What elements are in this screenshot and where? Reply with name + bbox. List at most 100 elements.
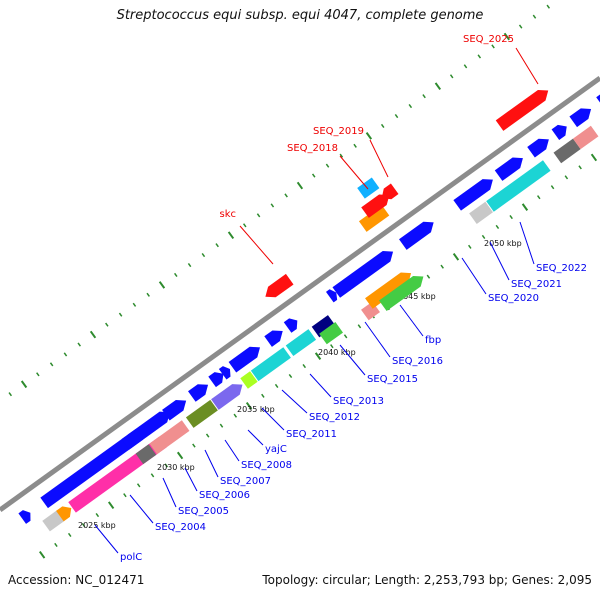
tick-mark: [187, 262, 192, 268]
tick-mark: [481, 234, 486, 239]
gene-label: fbp: [425, 335, 441, 346]
forward-gene-arrow: [469, 201, 493, 224]
forward-gene-arrow: [56, 506, 72, 522]
tick-mark: [521, 203, 529, 211]
gene-label: SEQ_2015: [367, 374, 418, 385]
tick-mark: [550, 185, 555, 190]
tick-mark: [536, 195, 541, 200]
tick-mark: [394, 113, 399, 119]
gene-label: SEQ_2005: [178, 506, 229, 517]
tick-mark: [564, 175, 569, 180]
tick-mark: [219, 423, 224, 428]
forward-gene-arrow: [332, 250, 394, 298]
genome-backbone: [0, 75, 600, 513]
leader-line: [247, 429, 264, 446]
forward-gene-arrow: [285, 329, 317, 357]
tick-mark: [325, 163, 330, 168]
leader-line: [364, 321, 391, 358]
gene-label: SEQ_2008: [241, 460, 292, 471]
tick-mark: [426, 274, 431, 279]
tick-mark: [256, 213, 261, 218]
tick-mark: [302, 364, 307, 369]
tick-mark: [89, 330, 97, 339]
forward-gene-arrow: [218, 366, 231, 380]
tick-mark: [81, 522, 86, 528]
tick-mark: [449, 74, 454, 79]
tick-mark: [296, 181, 304, 190]
tick-mark: [463, 64, 468, 69]
forward-gene-arrow: [325, 289, 338, 303]
tick-mark: [77, 342, 81, 347]
forward-gene-arrow: [264, 330, 283, 347]
forward-gene-arrow: [379, 275, 424, 312]
gene-label: skc: [220, 209, 237, 220]
gene-label: yajC: [265, 444, 287, 455]
forward-gene-arrow: [553, 138, 581, 164]
tick-mark: [339, 153, 344, 158]
forward-gene-arrow: [149, 420, 190, 455]
tick-mark: [491, 44, 495, 49]
gene-label: SEQ_2019: [313, 126, 364, 137]
forward-gene-arrow: [250, 347, 291, 382]
tick-mark: [330, 344, 334, 349]
forward-gene-arrow: [121, 411, 170, 450]
leader-line: [399, 304, 424, 337]
gene-features: [18, 89, 600, 532]
forward-gene-arrow: [240, 371, 258, 389]
tick-mark: [343, 334, 348, 339]
tick-mark: [288, 373, 293, 379]
gene-label: SEQ_2004: [155, 522, 206, 533]
forward-gene-arrow: [319, 322, 344, 345]
leader-line: [339, 155, 369, 190]
reverse-gene-arrow: [358, 204, 390, 232]
gene-label: SEQ_2013: [333, 396, 384, 407]
forward-gene-arrow: [596, 94, 600, 103]
tick-mark: [54, 542, 58, 547]
tick-mark: [357, 324, 362, 329]
genome-summary-text: Topology: circular; Length: 2,253,793 bp…: [262, 573, 592, 587]
tick-mark: [261, 393, 265, 398]
tick-mark: [532, 14, 537, 19]
tick-mark: [518, 24, 523, 29]
gene-label: SEQ_2007: [220, 476, 271, 487]
tick-label: 2050 kbp: [484, 239, 522, 248]
tick-label: 2040 kbp: [318, 348, 356, 357]
tick-mark: [311, 173, 316, 178]
tick-mark: [49, 362, 54, 367]
tick-mark: [408, 104, 413, 109]
leader-line: [515, 47, 539, 85]
tick-mark: [314, 352, 322, 360]
forward-gene-arrow: [569, 108, 592, 128]
reverse-gene-arrow: [381, 183, 399, 200]
tick-mark: [353, 143, 357, 148]
forward-gene-arrow: [486, 160, 551, 212]
tick-mark: [118, 312, 123, 317]
forward-gene-arrow: [42, 510, 65, 532]
tick-mark: [105, 322, 109, 327]
tick-mark: [36, 372, 40, 377]
leader-line: [94, 524, 119, 554]
leader-line: [339, 344, 366, 376]
gene-label: SEQ_2016: [392, 356, 443, 367]
tick-mark: [205, 433, 210, 438]
tick-mark: [95, 513, 100, 518]
tick-label: 2025 kbp: [78, 521, 116, 530]
tick-mark: [452, 252, 460, 261]
tick-mark: [590, 153, 598, 162]
forward-gene-arrow: [453, 179, 493, 211]
tick-mark: [468, 244, 472, 249]
tick-mark: [380, 123, 385, 129]
tick-mark: [63, 352, 68, 357]
tick-mark: [123, 493, 127, 498]
leader-line: [261, 407, 285, 431]
gene-label: SEQ_2021: [511, 279, 562, 290]
tick-mark: [227, 231, 235, 240]
forward-gene-arrow: [551, 124, 567, 140]
forward-gene-arrow: [162, 399, 187, 421]
forward-gene-arrow: [494, 157, 523, 181]
gene-labels: polC SEQ_2004 SEQ_2005 SEQ_2006 SEQ_2007 SEQ_…: [94, 34, 587, 563]
forward-gene-arrow: [135, 444, 157, 465]
forward-gene-arrow: [18, 510, 31, 524]
tick-label: 2035 kbp: [237, 405, 275, 414]
